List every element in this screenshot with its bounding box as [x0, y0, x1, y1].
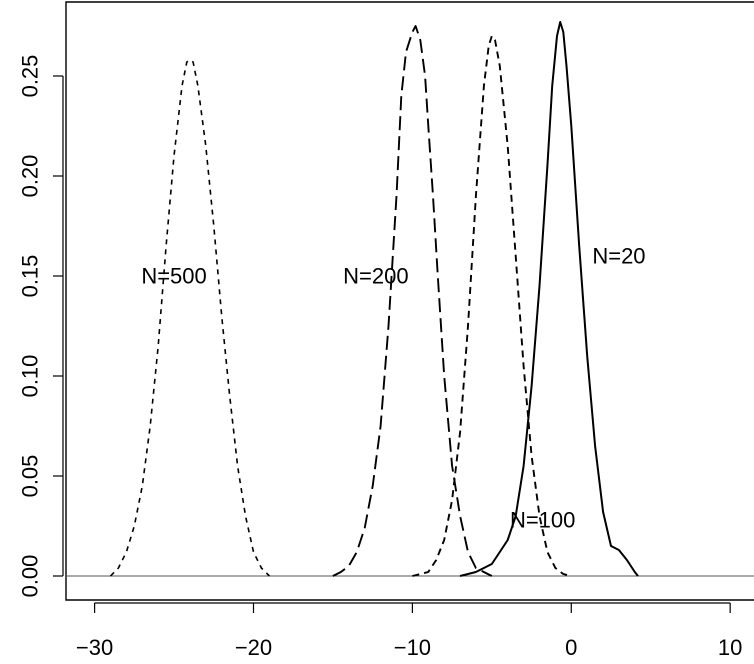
series-layer — [109, 21, 639, 577]
y-tick-label: 0.10 — [18, 355, 43, 398]
x-tick-label: −30 — [76, 635, 113, 660]
axes-layer: −30 −20 −10 0 10 0.00 0.05 0.10 0.15 0.20 0.25 — [18, 1, 754, 660]
curve-label-n-20: N=20 — [592, 244, 645, 269]
y-tick-label: 0.20 — [18, 155, 43, 198]
x-tick-label: −20 — [235, 635, 272, 660]
y-tick-label: 0.25 — [18, 55, 43, 98]
plot-frame — [65, 1, 754, 601]
series-line-n-100 — [412, 35, 572, 577]
series-line-n-200 — [332, 25, 493, 577]
series-line-n-20 — [459, 21, 639, 577]
x-tick-label: −10 — [394, 635, 431, 660]
x-tick-label: 0 — [565, 635, 577, 660]
x-tick-label: 10 — [718, 635, 742, 660]
y-tick-label: 0.00 — [18, 555, 43, 598]
y-tick-label: 0.05 — [18, 455, 43, 498]
y-tick-label: 0.15 — [18, 255, 43, 298]
labels-layer: N=20 N=100 N=200 N=500 — [141, 244, 645, 533]
curve-label-n-500: N=500 — [141, 264, 206, 289]
curve-label-n-100: N=100 — [510, 508, 575, 533]
curve-label-n-200: N=200 — [343, 264, 408, 289]
series-line-n-500 — [109, 59, 270, 577]
